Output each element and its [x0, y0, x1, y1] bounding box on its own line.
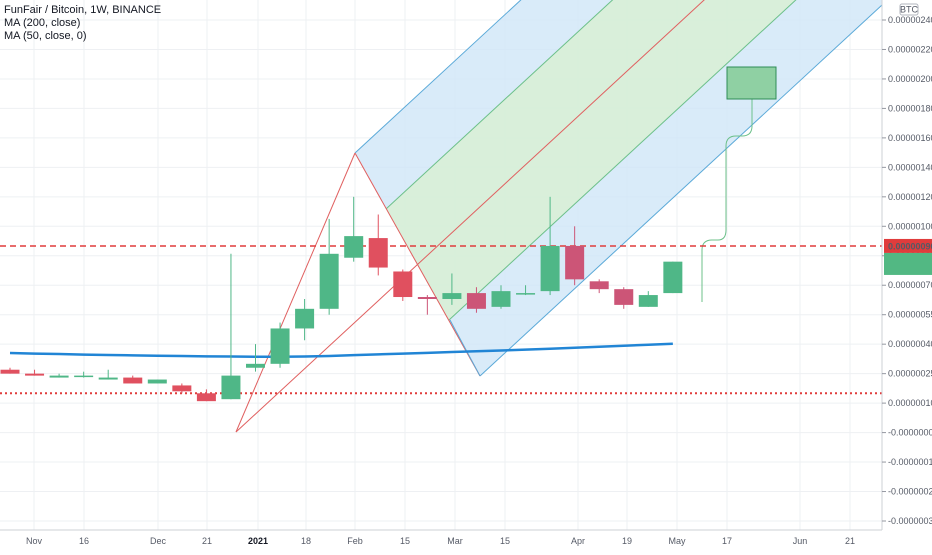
price-tick-label: 0.00000160 [888, 133, 932, 143]
time-tick-label: 17 [722, 536, 732, 546]
time-tick-label: 15 [400, 536, 410, 546]
candle-body [172, 385, 192, 392]
price-tick-label: -0.00000014 [888, 457, 932, 467]
pitchfork-upper-line [354, 0, 522, 154]
candle-body [614, 289, 634, 305]
time-tick-label: May [668, 536, 686, 546]
price-axis-background [882, 0, 932, 550]
price-tick-label: 0.00000180 [888, 103, 932, 113]
pitchfork-lower-line [479, 4, 883, 377]
price-tick-label: 0.00000240 [888, 15, 932, 25]
price-badge: 0.00000090 [888, 241, 932, 251]
pitchfork-inner-lower-line [448, 0, 797, 321]
candle-body [466, 293, 486, 309]
price-tick-label: -0.00000002 [888, 428, 932, 438]
candle-body [221, 375, 241, 400]
legend-ma200: MA (200, close) [4, 17, 81, 29]
price-tick-label: -0.00000025 [888, 487, 932, 497]
candle-body [589, 281, 609, 290]
price-tick-label: 0.00000100 [888, 221, 932, 231]
candle-body [49, 375, 69, 378]
pitchfork-handle-down [354, 152, 481, 377]
currency-badge: BTC [900, 5, 919, 15]
last-price-badge [884, 252, 932, 275]
candle-body [344, 236, 364, 258]
pitchfork-handle-up [235, 152, 356, 433]
candle-body [417, 297, 437, 299]
price-tick-label: 0.00000200 [888, 74, 932, 84]
time-tick-label: 18 [301, 536, 311, 546]
candle-body [196, 393, 216, 402]
time-tick-label: 21 [845, 536, 855, 546]
time-tick-label: Mar [447, 536, 463, 546]
time-tick-label: Dec [150, 536, 167, 546]
time-tick-label: Feb [347, 536, 363, 546]
price-tick-label: 0.00000010 [888, 398, 932, 408]
price-tick-label: 0.00000025 [888, 369, 932, 379]
pitchfork-inner-zone [386, 0, 796, 321]
price-badge-frame [884, 238, 932, 253]
currency-badge-frame [899, 3, 919, 16]
pitchfork-inner-upper-line [385, 0, 614, 210]
time-tick-label: 2021 [248, 536, 268, 546]
candle-body [540, 245, 560, 292]
price-tick-label: 0.00000140 [888, 162, 932, 172]
candle-body [123, 377, 143, 384]
legend-ma50: MA (50, close, 0) [4, 30, 87, 42]
time-tick-label: Jun [793, 536, 808, 546]
candle-body [368, 238, 388, 268]
time-tick-label: 16 [79, 536, 89, 546]
pitchfork-base-line [449, 319, 481, 377]
chart-legend: FunFair / Bitcoin, 1W, BINANCE MA (200, … [4, 4, 161, 43]
target-box [726, 66, 777, 100]
time-tick-label: Nov [26, 536, 43, 546]
time-tick-label: Apr [571, 536, 585, 546]
pitchfork-median-line [235, 0, 705, 433]
time-tick-label: 21 [202, 536, 212, 546]
price-tick-label: 0.00000120 [888, 192, 932, 202]
candle-body [246, 363, 265, 368]
candle-body [565, 245, 585, 280]
candle-body [393, 271, 413, 298]
candle-body [74, 375, 94, 378]
candle-body [25, 373, 45, 376]
legend-title: FunFair / Bitcoin, 1W, BINANCE [4, 4, 162, 16]
candle-body [319, 253, 339, 309]
candle-body [147, 379, 167, 384]
candle-body [516, 293, 536, 295]
ma200-line [9, 342, 673, 359]
candle-body [295, 308, 315, 329]
time-tick-label: 15 [500, 536, 510, 546]
price-tick-label: 0.00000070 [888, 280, 932, 290]
price-tick-label: 0.00000055 [888, 310, 932, 320]
price-tick-label: 0.00000220 [888, 44, 932, 54]
projection-path [701, 88, 753, 302]
candle-body [98, 377, 118, 380]
candle-body [270, 328, 290, 364]
candle-body [491, 291, 511, 307]
candle-body [442, 293, 462, 299]
candle-body [638, 295, 658, 307]
price-tick-label: 0.00000040 [888, 339, 932, 349]
price-tick-label: -0.00000036 [888, 516, 932, 526]
candle-body [663, 261, 683, 294]
candle-body [0, 369, 20, 374]
time-tick-label: 19 [622, 536, 632, 546]
